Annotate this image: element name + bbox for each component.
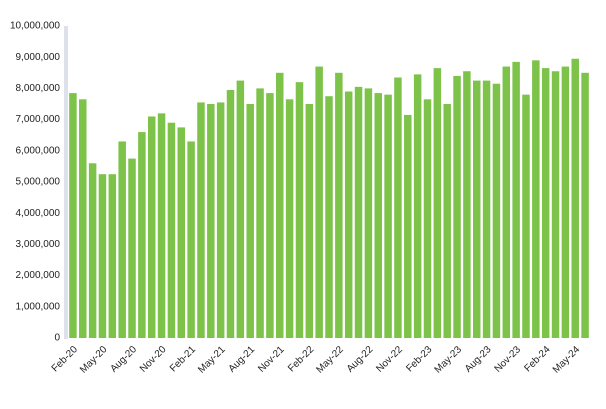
bar: [207, 104, 215, 338]
x-tick-label: Aug-20: [108, 344, 139, 375]
x-tick-label: Aug-22: [345, 344, 376, 375]
bar: [138, 132, 146, 338]
bar: [502, 66, 511, 338]
bar: [384, 94, 392, 338]
bar: [325, 96, 333, 338]
bar: [315, 66, 323, 338]
bar: [512, 61, 520, 338]
bar: [394, 77, 402, 338]
bar: [305, 104, 314, 338]
bar: [79, 99, 87, 338]
x-tick-label: Aug-21: [227, 344, 258, 375]
bar: [197, 102, 205, 338]
bar: [453, 75, 461, 339]
bar: [177, 127, 186, 339]
bar: [463, 71, 471, 339]
x-tick-label: Aug-23: [463, 344, 494, 375]
x-tick-label: Nov-21: [256, 344, 287, 375]
y-tick-label: 10,000,000: [10, 21, 60, 32]
bar: [374, 93, 382, 338]
bar: [108, 174, 117, 338]
bar: [147, 116, 156, 338]
x-tick-label: Feb-20: [50, 344, 80, 374]
bar: [276, 72, 284, 339]
bar: [266, 93, 274, 338]
x-tick-label: May-24: [551, 344, 583, 376]
bar: [581, 72, 589, 339]
y-axis-line: [64, 26, 68, 339]
bar: [226, 89, 235, 339]
bar: [295, 82, 304, 338]
y-tick-label: 9,000,000: [16, 52, 61, 63]
bar: [413, 74, 422, 339]
bar: [344, 91, 353, 339]
bar: [522, 94, 530, 338]
bar: [472, 80, 481, 338]
x-tick-label: May-20: [78, 344, 110, 376]
x-tick-label: Nov-23: [493, 344, 524, 375]
bar: [285, 99, 294, 338]
y-tick-label: 8,000,000: [16, 83, 61, 94]
bar: [443, 104, 451, 338]
bar: [433, 68, 442, 339]
x-tick-label: Nov-20: [138, 344, 169, 375]
bar: [216, 102, 225, 338]
bar: [492, 83, 501, 338]
bar: [98, 174, 107, 338]
y-tick-label: 7,000,000: [16, 114, 61, 125]
x-tick-label: May-22: [314, 344, 346, 376]
bar: [157, 113, 166, 338]
x-tick-label: Feb-21: [168, 344, 198, 374]
y-tick-label: 0: [54, 333, 60, 344]
y-tick-label: 1,000,000: [16, 301, 61, 312]
bar: [364, 88, 373, 339]
y-tick-label: 6,000,000: [16, 145, 61, 156]
bar: [532, 60, 540, 338]
x-tick-label: Feb-23: [404, 344, 434, 374]
bar: [118, 141, 126, 338]
bar: [423, 99, 432, 338]
bar: [256, 88, 264, 339]
y-tick-label: 5,000,000: [16, 177, 61, 188]
bar: [69, 93, 77, 338]
bar: [335, 72, 343, 339]
bar: [236, 80, 245, 338]
bar: [187, 141, 195, 338]
bar: [482, 80, 491, 338]
bar: [571, 58, 579, 338]
bar: [88, 163, 97, 338]
x-tick-label: Nov-22: [374, 344, 405, 375]
bar: [354, 86, 363, 338]
y-tick-label: 2,000,000: [16, 270, 61, 281]
x-tick-label: Feb-22: [286, 344, 316, 374]
bar: [246, 104, 254, 338]
bar: [167, 122, 176, 338]
bar: [541, 68, 550, 339]
bar: [404, 114, 412, 338]
bar: [128, 158, 136, 338]
y-tick-label: 3,000,000: [16, 239, 61, 250]
y-tick-label: 4,000,000: [16, 208, 61, 219]
bar: [551, 71, 560, 339]
x-tick-label: May-21: [196, 344, 228, 376]
x-tick-label: Feb-24: [522, 344, 552, 374]
bar: [561, 66, 570, 338]
x-tick-label: May-23: [433, 344, 465, 376]
